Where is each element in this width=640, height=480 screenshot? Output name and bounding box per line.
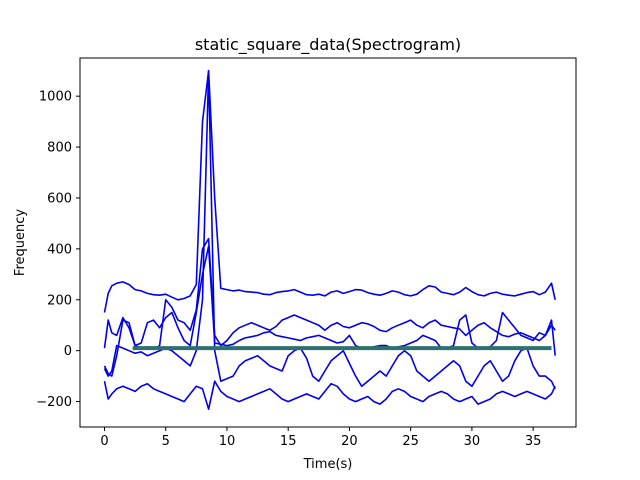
x-tick-label: 35 — [525, 434, 542, 449]
x-tick-label: 5 — [162, 434, 170, 449]
series-line-1 — [103, 69, 556, 313]
x-tick-label: 30 — [464, 434, 481, 449]
y-tick-label: 0 — [64, 344, 72, 359]
x-axis-label: Time(s) — [303, 457, 353, 472]
x-tick-label: 10 — [219, 434, 236, 449]
x-tick-label: 0 — [100, 434, 108, 449]
y-tick-label: 200 — [47, 293, 72, 308]
plot-frame — [79, 57, 577, 428]
y-tick-label: 800 — [47, 141, 72, 156]
x-axis-ticks: 0 5 10 15 20 25 30 35 — [100, 427, 541, 449]
series-line-2 — [103, 237, 556, 377]
series-line-4 — [103, 69, 556, 390]
series-line-3 — [103, 245, 556, 356]
chart-title: static_square_data(Spectrogram) — [195, 35, 461, 55]
y-tick-label: 600 — [47, 191, 72, 206]
y-tick-label: −200 — [36, 395, 72, 410]
y-axis-label: Frequency — [13, 209, 28, 276]
series-line-5 — [103, 380, 556, 411]
x-tick-label: 25 — [402, 434, 419, 449]
x-tick-label: 20 — [341, 434, 358, 449]
series-layer — [103, 69, 556, 411]
y-tick-label: 1000 — [39, 90, 72, 105]
x-tick-label: 15 — [280, 434, 297, 449]
y-tick-label: 400 — [47, 242, 72, 257]
y-axis-ticks: −200 0 200 400 600 800 1000 — [36, 90, 80, 410]
